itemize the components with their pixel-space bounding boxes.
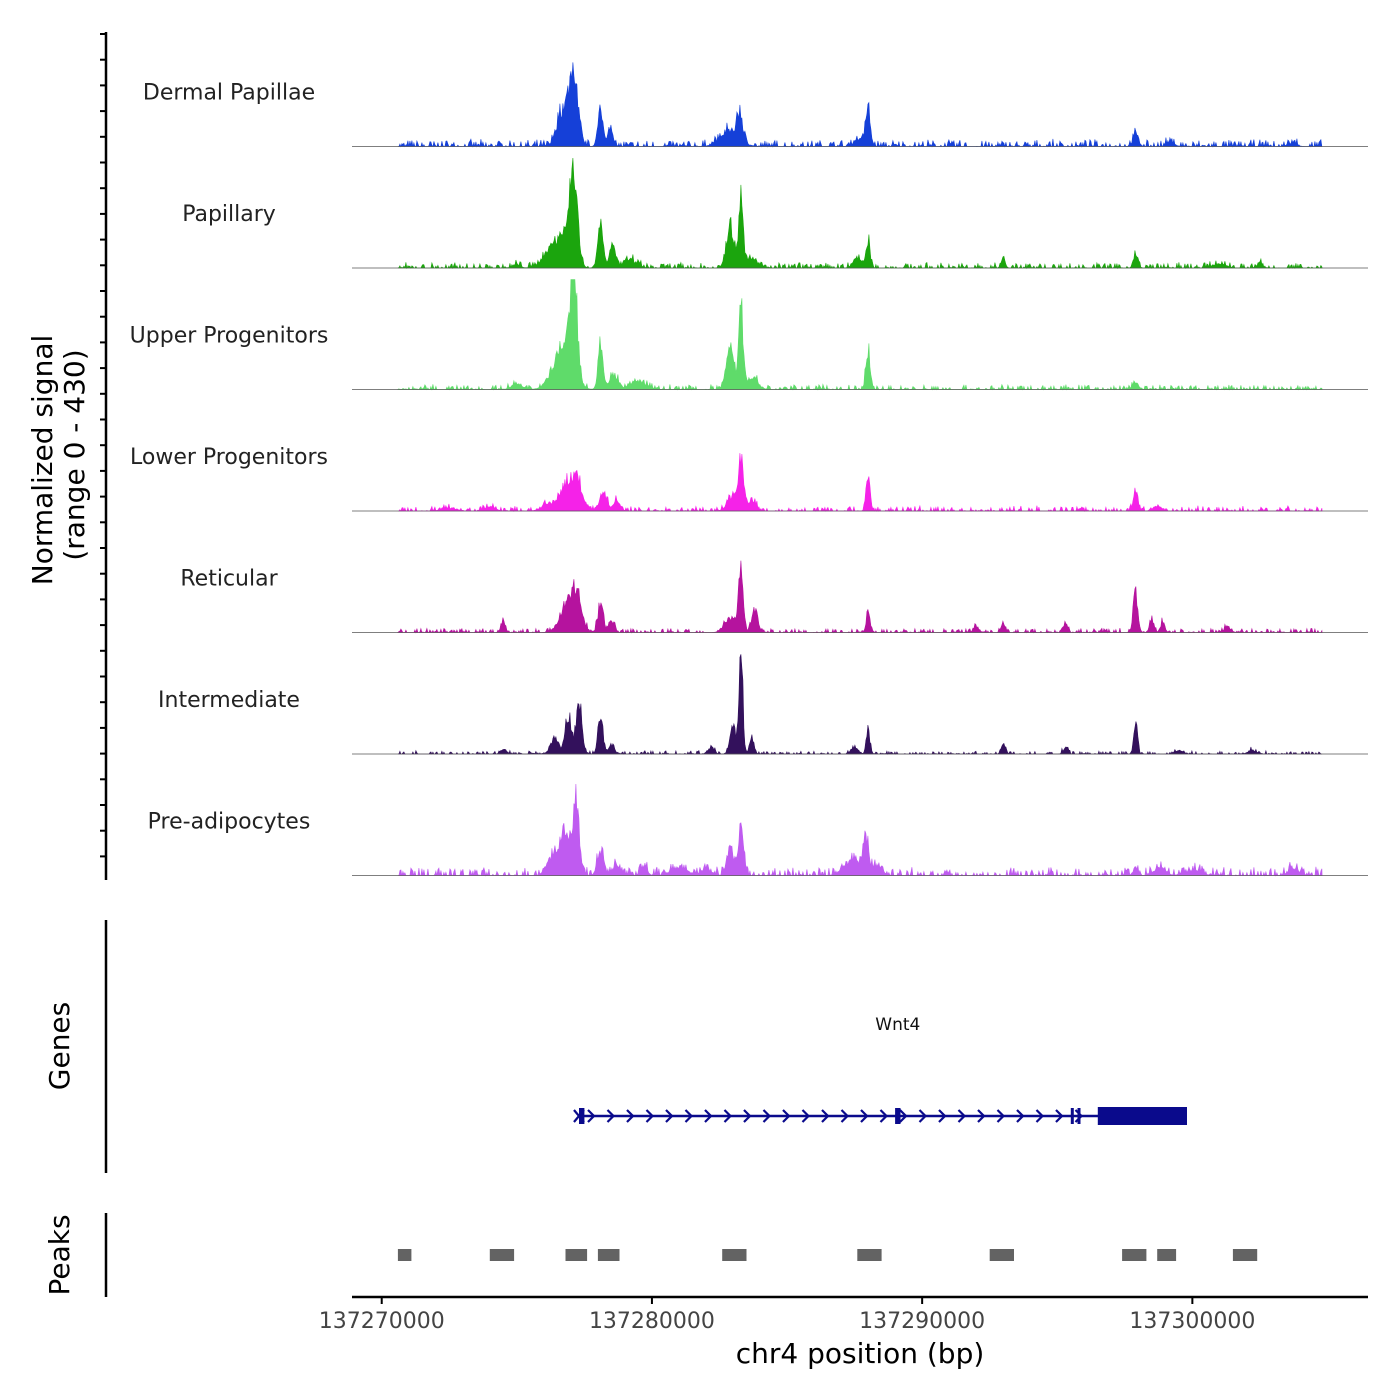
x-tick-label: 137300000 (1129, 1309, 1255, 1334)
track-intermediate: Intermediate (158, 654, 1368, 755)
strand-arrow-icon (684, 1109, 694, 1123)
signal-axis (100, 32, 108, 880)
x-tick-label: 137280000 (589, 1309, 715, 1334)
track-label: Pre-adipocytes (148, 810, 311, 835)
strand-arrow-icon (1055, 1109, 1064, 1123)
genes-track-title: Genes (43, 1002, 76, 1090)
strand-arrow-icon (782, 1109, 791, 1123)
strand-arrow-icon (1074, 1109, 1084, 1123)
peak-region (857, 1249, 882, 1261)
strand-arrow-icon (821, 1109, 830, 1123)
track-label: Reticular (180, 567, 278, 592)
y-axis-title-line1: Normalized signal (26, 335, 59, 586)
strand-arrow-icon (587, 1109, 596, 1123)
track-upper-progenitors: Upper Progenitors (130, 279, 1368, 391)
peak-region (1122, 1249, 1147, 1261)
strand-arrow-icon (957, 1109, 967, 1123)
peak-region (1232, 1249, 1258, 1261)
peak-region (597, 1249, 620, 1261)
track-label: Upper Progenitors (130, 324, 329, 349)
track-pre-adipocytes: Pre-adipocytes (148, 783, 1368, 877)
strand-arrow-icon (665, 1109, 674, 1123)
genes-track: Wnt4 (104, 920, 1187, 1173)
strand-arrow-icon (977, 1109, 986, 1123)
peaks-track (104, 1213, 1258, 1297)
coverage-area (397, 560, 1323, 634)
peaks-track-title: Peaks (43, 1214, 76, 1295)
track-dermal-papillae: Dermal Papillae (143, 62, 1368, 148)
coverage-area (397, 157, 1323, 270)
strand-arrow-icon (938, 1109, 947, 1123)
x-axis-title: chr4 position (bp) (736, 1337, 985, 1370)
gene-exon (579, 1108, 585, 1124)
strand-arrow-icon (645, 1109, 655, 1123)
coverage-tracks: Dermal Papillae Papillary Upper Progenitor… (130, 62, 1368, 877)
strand-arrow-icon (762, 1109, 772, 1123)
coverage-area (396, 279, 1323, 391)
coverage-area (397, 783, 1323, 877)
track-label: Lower Progenitors (130, 445, 328, 470)
track-label: Papillary (182, 202, 276, 227)
y-axis-title-line2: (range 0 - 430) (58, 349, 91, 560)
x-tick-label: 137290000 (859, 1309, 985, 1334)
strand-arrow-icon (626, 1109, 635, 1123)
strand-arrow-icon (899, 1109, 908, 1123)
coverage-area (397, 453, 1323, 513)
gene-exon (1097, 1107, 1187, 1125)
peak-region (722, 1249, 747, 1261)
strand-arrow-icon (723, 1109, 733, 1123)
strand-arrow-icon (606, 1109, 616, 1123)
x-axis: 137270000 137280000 137290000 137300000 (319, 1295, 1368, 1334)
strand-arrow-icon (840, 1109, 850, 1123)
coverage-area (397, 62, 1323, 148)
gene-exon (1070, 1108, 1074, 1124)
strand-arrow-icon (860, 1109, 869, 1123)
strand-arrow-icon (996, 1109, 1006, 1123)
strand-arrow-icon (1035, 1109, 1045, 1123)
track-label: Intermediate (158, 688, 300, 713)
strand-arrow-icon (1016, 1109, 1025, 1123)
track-label: Dermal Papillae (143, 81, 315, 106)
peak-region (397, 1249, 412, 1261)
peak-region (1157, 1249, 1177, 1261)
strand-arrow-icon (704, 1109, 713, 1123)
peak-region (489, 1249, 515, 1261)
peak-region (989, 1249, 1014, 1261)
track-reticular: Reticular (180, 560, 1368, 634)
strand-arrow-icon (918, 1109, 928, 1123)
track-lower-progenitors: Lower Progenitors (130, 445, 1368, 513)
peak-region (565, 1249, 588, 1261)
gene-exon (1077, 1108, 1081, 1124)
x-tick-label: 137270000 (319, 1309, 445, 1334)
gene-name-label: Wnt4 (875, 1015, 920, 1035)
gene-exon (895, 1108, 901, 1124)
track-papillary: Papillary (182, 157, 1368, 270)
strand-arrow-icon (801, 1109, 811, 1123)
strand-arrow-icon (879, 1109, 889, 1123)
coverage-area (397, 654, 1323, 755)
strand-arrow-icon (743, 1109, 752, 1123)
